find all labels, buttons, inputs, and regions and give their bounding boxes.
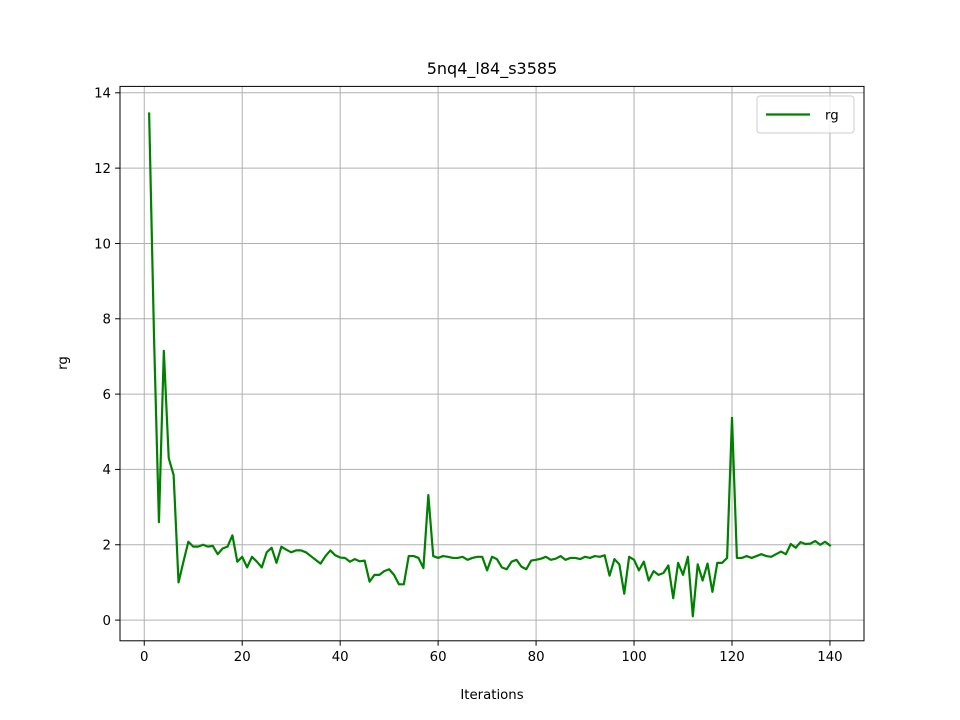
chart-title: 5nq4_l84_s3585 [427,59,558,79]
x-axis-ticks: 0 20 40 60 80 100 120 140 [140,640,843,665]
grid [120,86,864,641]
x-tick-label: 100 [621,650,646,665]
y-tick-label: 2 [103,539,111,554]
y-tick-label: 10 [94,237,111,252]
x-tick-label: 80 [528,650,545,665]
y-axis-label: rg [56,356,71,370]
y-tick-label: 14 [94,87,111,102]
x-tick-label: 20 [234,650,251,665]
y-tick-label: 4 [103,463,111,478]
x-tick-label: 0 [140,650,148,665]
y-tick-label: 0 [103,614,111,629]
x-tick-label: 60 [430,650,447,665]
x-tick-label: 40 [332,650,349,665]
series-layer [148,112,832,618]
x-axis-label: Iterations [460,688,523,703]
x-tick-label: 120 [719,650,744,665]
y-axis-ticks: 0 2 4 6 8 10 12 14 [94,87,120,629]
legend-label-rg: rg [825,109,839,124]
y-tick-label: 8 [103,313,111,328]
series-line-rg [148,112,832,618]
y-tick-label: 6 [103,388,111,403]
legend: rg [756,95,855,134]
x-tick-label: 140 [817,650,842,665]
plot-frame [119,85,865,642]
y-tick-label: 12 [94,162,111,177]
